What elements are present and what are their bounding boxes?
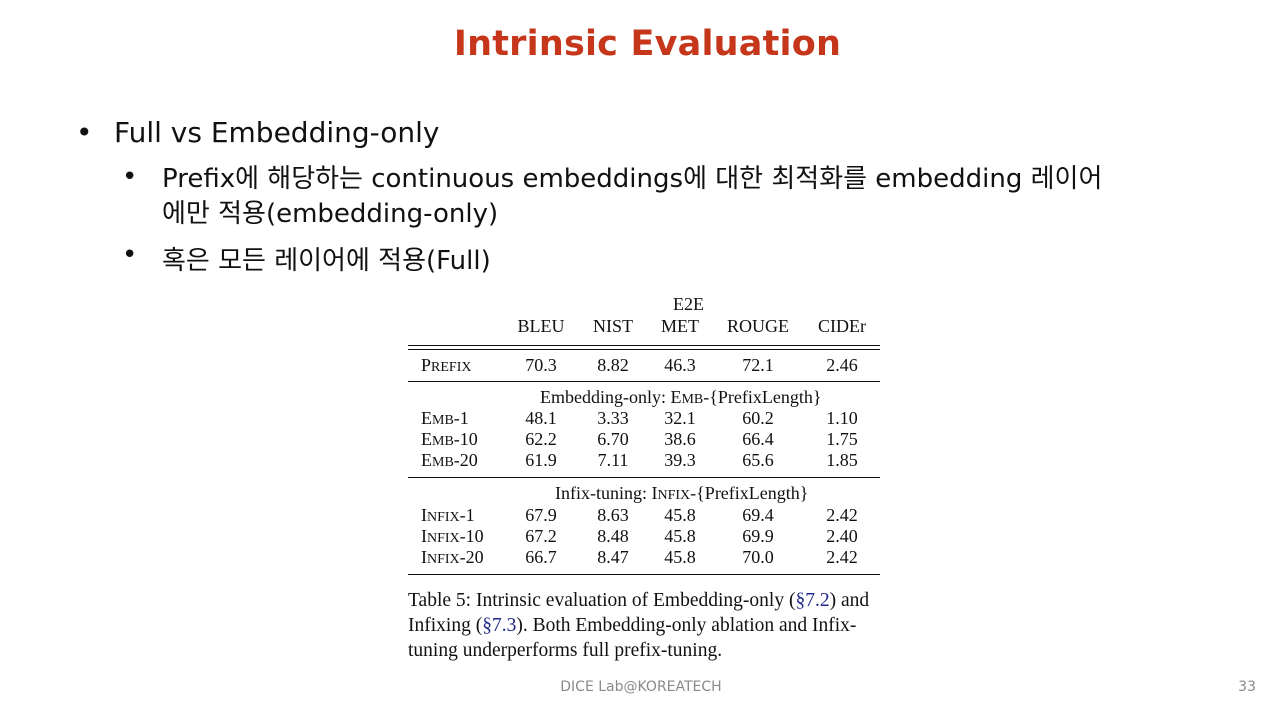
- column-header: BLEU: [501, 316, 581, 337]
- page-number: 33: [1238, 679, 1256, 695]
- footer-label: DICE Lab@KOREATECH: [0, 679, 1280, 695]
- bullet-text: Prefix에 해당하는 continuous embeddings에 대한 최…: [162, 162, 1117, 232]
- group-header: E2E: [673, 294, 704, 315]
- table-cell: 2.40: [802, 526, 882, 547]
- caption-ref-link[interactable]: §7.3: [482, 615, 516, 636]
- column-header: CIDEr: [802, 316, 882, 337]
- row-label: INFIX-20: [421, 547, 484, 568]
- table-cell: 62.2: [501, 429, 581, 450]
- table-cell: 2.46: [802, 355, 882, 376]
- row-label: EMB-1: [421, 408, 469, 429]
- bullet-text: Full vs Embedding-only: [114, 116, 440, 149]
- table-caption: Table 5: Intrinsic evaluation of Embeddi…: [408, 588, 888, 663]
- table-cell: 72.1: [718, 355, 798, 376]
- caption-text: Table 5: Intrinsic evaluation of Embeddi…: [408, 590, 795, 611]
- rule-mid-2: [408, 477, 880, 478]
- table-cell: 2.42: [802, 547, 882, 568]
- table-cell: 70.3: [501, 355, 581, 376]
- row-label: PREFIX: [421, 355, 471, 376]
- table-cell: 70.0: [718, 547, 798, 568]
- row-label: EMB-20: [421, 450, 478, 471]
- table-cell: 67.9: [501, 505, 581, 526]
- section-title: Infix-tuning: INFIX-{PrefixLength}: [555, 483, 808, 504]
- bullet-dot: •: [76, 116, 93, 149]
- table-cell: 45.8: [640, 547, 720, 568]
- bullet-dot: •: [122, 162, 137, 192]
- table-cell: 45.8: [640, 526, 720, 547]
- bullet-text: 혹은 모든 레이어에 적용(Full): [162, 240, 491, 277]
- table-cell: 1.85: [802, 450, 882, 471]
- table-cell: 39.3: [640, 450, 720, 471]
- table-cell: 60.2: [718, 408, 798, 429]
- rule-mid-1: [408, 381, 880, 382]
- table-cell: 1.10: [802, 408, 882, 429]
- table-cell: 46.3: [640, 355, 720, 376]
- rule-top-1: [408, 345, 880, 346]
- table-cell: 67.2: [501, 526, 581, 547]
- table-cell: 45.8: [640, 505, 720, 526]
- section-title: Embedding-only: EMB-{PrefixLength}: [540, 387, 822, 408]
- table-cell: 69.9: [718, 526, 798, 547]
- table-cell: 2.42: [802, 505, 882, 526]
- table-cell: 69.4: [718, 505, 798, 526]
- row-label: EMB-10: [421, 429, 478, 450]
- slide-title: Intrinsic Evaluation: [0, 24, 1280, 64]
- table-cell: 65.6: [718, 450, 798, 471]
- table-cell: 32.1: [640, 408, 720, 429]
- column-header: MET: [640, 316, 720, 337]
- table-cell: 38.6: [640, 429, 720, 450]
- caption-ref-link[interactable]: §7.2: [795, 590, 829, 611]
- rule-top-2: [408, 349, 880, 350]
- row-label: INFIX-10: [421, 526, 484, 547]
- table-cell: 66.7: [501, 547, 581, 568]
- table-cell: 61.9: [501, 450, 581, 471]
- table-cell: 1.75: [802, 429, 882, 450]
- rule-bottom: [408, 574, 880, 575]
- column-header: ROUGE: [718, 316, 798, 337]
- table-cell: 48.1: [501, 408, 581, 429]
- bullet-dot: •: [122, 240, 137, 270]
- table-cell: 66.4: [718, 429, 798, 450]
- row-label: INFIX-1: [421, 505, 475, 526]
